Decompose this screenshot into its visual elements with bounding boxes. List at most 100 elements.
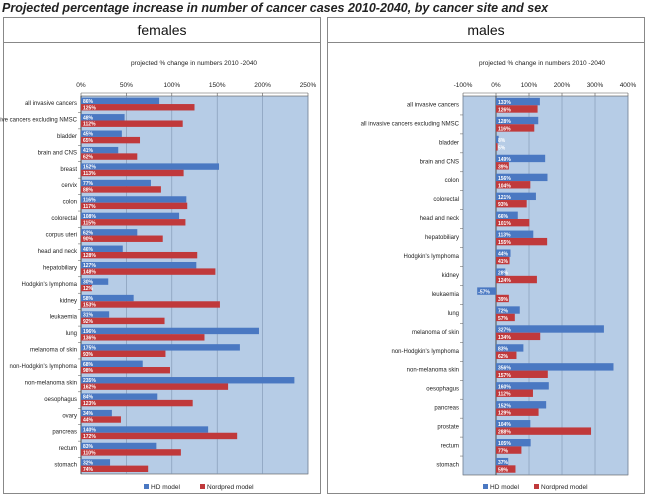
hd-value-label: 175% xyxy=(83,345,96,351)
nordpred-value-label: 104% xyxy=(498,183,511,189)
legend-label-hd-model: HD model xyxy=(151,484,180,491)
nordpred-value-label: 44% xyxy=(83,418,94,424)
category-label-oesophagus: oesophagus xyxy=(44,397,77,403)
nordpred-bar-cervix xyxy=(81,186,161,193)
nordpred-value-label: 112% xyxy=(83,122,96,128)
nordpred-bar-melanoma-of-skin xyxy=(81,350,166,357)
nordpred-bar-leukaemia xyxy=(496,294,509,303)
category-label-colon: colon xyxy=(63,200,77,206)
legend-label-nordpred-model: Nordpred model xyxy=(207,484,254,491)
category-label-ovary: ovary xyxy=(62,413,77,419)
nordpred-value-label: 162% xyxy=(83,385,96,391)
nordpred-value-label: 62% xyxy=(498,354,509,360)
nordpred-value-label: 172% xyxy=(83,434,96,440)
hd-value-label: 128% xyxy=(498,119,511,125)
category-label-breast: breast xyxy=(60,167,77,173)
category-label-head-and-neck: head and neck xyxy=(38,249,78,255)
nordpred-bar-oesophagus xyxy=(496,389,533,397)
hd-value-label: 72% xyxy=(498,309,509,315)
category-label-hepatobiliary: hepatobiliary xyxy=(425,235,459,241)
nordpred-bar-melanoma-of-skin xyxy=(496,332,541,341)
hd-bar-colon xyxy=(496,173,548,182)
category-label-brain-and-cns: brain and CNS xyxy=(38,150,77,156)
chart-legend: HD model Nordpred model xyxy=(483,484,588,491)
hd-value-label: 41% xyxy=(83,148,94,154)
hd-value-label: -57% xyxy=(478,290,490,296)
hd-value-label: 83% xyxy=(83,444,94,450)
nordpred-value-label: 128% xyxy=(83,253,96,259)
hd-value-label: 127% xyxy=(83,263,96,269)
nordpred-value-label: 98% xyxy=(83,368,94,374)
category-label-all-invasive-cancers: all invasive cancers xyxy=(407,102,459,108)
hd-bar-all-invasive-cancers xyxy=(81,97,160,105)
hd-bar-non-hodgkin-s-lymphoma xyxy=(81,360,143,368)
category-label-leukaemia: leukaemia xyxy=(50,315,78,321)
hd-value-label: 37% xyxy=(498,460,509,466)
hd-bar-bladder xyxy=(81,130,122,137)
category-label-brain-and-cns: brain and CNS xyxy=(420,159,459,165)
nordpred-bar-non-melanoma-skin xyxy=(81,383,229,390)
hd-bar-ovary xyxy=(81,409,112,417)
hd-bar-hepatobiliary xyxy=(81,261,197,269)
hd-value-label: 66% xyxy=(498,214,509,220)
nordpred-bar-oesophagus xyxy=(81,399,193,407)
hd-bar-cervix xyxy=(81,179,151,187)
nordpred-value-label: 115% xyxy=(83,220,96,226)
nordpred-bar-bladder xyxy=(81,136,141,144)
nordpred-bar-colon xyxy=(81,202,188,210)
nordpred-value-label: 57% xyxy=(498,316,509,322)
nordpred-value-label: 113% xyxy=(83,171,96,177)
nordpred-bar-hepatobiliary xyxy=(81,268,216,275)
hd-bar-all-invasive-cancers xyxy=(496,97,540,106)
category-label-colorectal: colorectal xyxy=(433,197,459,203)
nordpred-value-label: 110% xyxy=(83,450,96,456)
category-label-melanoma-of-skin: melanoma of skin xyxy=(412,330,459,336)
legend-label-hd-model: HD model xyxy=(490,484,519,491)
hd-value-label: 68% xyxy=(83,362,94,368)
category-label-kidney: kidney xyxy=(442,273,459,279)
hd-bar-hodgkin-s-lymphoma xyxy=(496,249,511,257)
nordpred-value-label: 92% xyxy=(83,319,94,325)
x-tick-label: 50% xyxy=(120,82,133,89)
nordpred-bar-all-invasive-cancers xyxy=(496,105,538,113)
hd-bar-hodgkin-s-lymphoma xyxy=(81,278,109,285)
hd-bar-corpus-uteri xyxy=(81,229,138,236)
nordpred-value-label: 157% xyxy=(498,373,511,379)
legend-label-nordpred-model: Nordpred model xyxy=(541,484,588,491)
hd-bar-leukaemia xyxy=(477,287,496,295)
hd-value-label: 48% xyxy=(83,115,94,121)
nordpred-bar-breast xyxy=(81,169,184,177)
hd-value-label: 140% xyxy=(83,428,96,434)
legend-swatch-nordpred-model xyxy=(534,484,539,489)
nordpred-bar-rectum xyxy=(81,449,181,456)
hd-value-label: 86% xyxy=(83,99,94,105)
hd-value-label: 356% xyxy=(498,365,511,371)
nordpred-bar-colorectal xyxy=(496,200,527,208)
nordpred-bar-ovary xyxy=(81,416,121,423)
x-tick-label: 250% xyxy=(300,82,317,89)
hd-bar-lung xyxy=(81,327,259,335)
nordpred-value-label: 77% xyxy=(498,449,509,455)
category-label-colon: colon xyxy=(445,178,459,184)
x-tick-label: -100% xyxy=(454,82,473,89)
category-label-pancreas: pancreas xyxy=(434,406,459,412)
x-tick-label: 150% xyxy=(209,82,226,89)
nordpred-bar-head-and-neck xyxy=(496,218,530,227)
hd-bar-colon xyxy=(81,196,187,203)
category-label-all-invasive-cancers-excluding-nmsc: all invasive cancers excluding NMSC xyxy=(0,117,78,123)
nordpred-bar-lung xyxy=(81,334,205,341)
plot-area xyxy=(462,95,629,476)
chart-legend: HD model Nordpred model xyxy=(144,484,254,491)
nordpred-bar-stomach xyxy=(496,465,516,473)
category-label-melanoma-of-skin: melanoma of skin xyxy=(30,348,77,354)
nordpred-bar-corpus-uteri xyxy=(81,235,163,242)
hd-value-label: 196% xyxy=(83,329,96,335)
hd-bar-rectum xyxy=(81,442,157,450)
nordpred-value-label: 65% xyxy=(83,138,94,144)
category-label-all-invasive-cancers-excluding-nmsc: all invasive cancers excluding NMSC xyxy=(361,121,460,127)
nordpred-bar-all-invasive-cancers xyxy=(81,104,195,111)
nordpred-bar-kidney xyxy=(496,275,537,284)
nordpred-value-label: 90% xyxy=(83,237,94,243)
category-label-all-invasive-cancers: all invasive cancers xyxy=(25,101,77,107)
nordpred-bar-kidney xyxy=(81,301,220,308)
